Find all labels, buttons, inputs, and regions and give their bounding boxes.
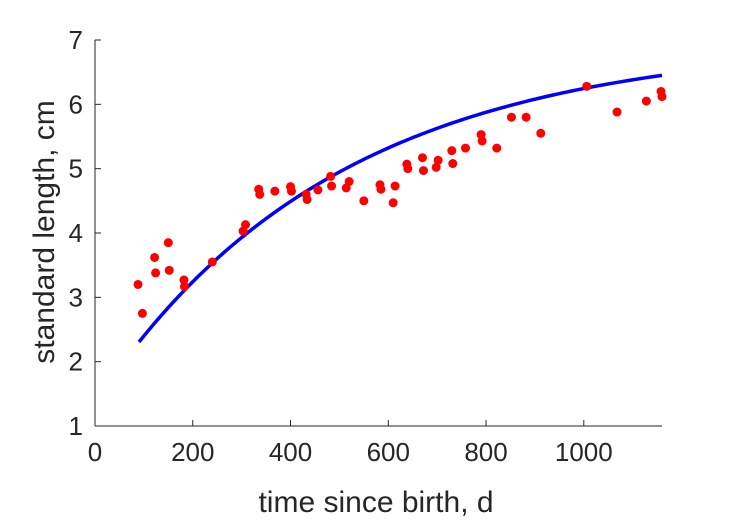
tick-labels-layer: 0 200 400 600 800 1000 1 2 3 4 5 6 7 bbox=[69, 25, 613, 467]
fit-curve-layer bbox=[137, 73, 663, 344]
x-tick-label: 200 bbox=[171, 437, 214, 467]
data-point bbox=[418, 166, 428, 176]
data-point bbox=[359, 196, 369, 206]
data-point bbox=[417, 153, 427, 163]
data-point bbox=[612, 107, 622, 117]
data-point bbox=[151, 268, 161, 278]
data-point bbox=[327, 181, 337, 191]
data-point bbox=[582, 81, 592, 91]
data-point bbox=[270, 186, 280, 196]
data-point bbox=[179, 275, 189, 285]
data-point bbox=[477, 136, 487, 146]
y-axis-title: standard length, cm bbox=[28, 100, 61, 363]
data-point bbox=[433, 155, 443, 165]
data-point bbox=[326, 171, 336, 181]
data-point bbox=[403, 164, 413, 174]
x-tick-label: 400 bbox=[269, 437, 312, 467]
data-point bbox=[179, 281, 189, 291]
data-point bbox=[313, 185, 323, 195]
data-point bbox=[447, 146, 457, 156]
data-point bbox=[521, 112, 531, 122]
data-point bbox=[641, 96, 651, 106]
y-tick-label: 5 bbox=[69, 154, 83, 184]
data-point bbox=[164, 265, 174, 275]
data-point bbox=[137, 308, 147, 318]
data-point bbox=[241, 220, 251, 230]
data-point bbox=[506, 112, 516, 122]
data-points-layer bbox=[133, 81, 667, 318]
axes bbox=[94, 39, 662, 427]
data-point bbox=[302, 195, 312, 205]
x-tick-label: 800 bbox=[464, 437, 507, 467]
fit-curve bbox=[137, 73, 663, 344]
data-point bbox=[255, 189, 265, 199]
data-point bbox=[448, 159, 458, 169]
y-tick-label: 3 bbox=[69, 282, 83, 312]
y-tick-label: 2 bbox=[69, 347, 83, 377]
x-tick-label: 1000 bbox=[555, 437, 613, 467]
data-point bbox=[431, 162, 441, 172]
data-point bbox=[286, 186, 296, 196]
y-tick-label: 4 bbox=[69, 218, 83, 248]
data-point bbox=[133, 279, 143, 289]
data-point bbox=[492, 143, 502, 153]
data-point bbox=[163, 238, 173, 248]
x-tick-label: 0 bbox=[88, 437, 102, 467]
data-point bbox=[536, 128, 546, 138]
data-point bbox=[461, 143, 471, 153]
data-point bbox=[344, 177, 354, 187]
y-tick-label: 6 bbox=[69, 89, 83, 119]
x-tick-label: 600 bbox=[367, 437, 410, 467]
data-point bbox=[388, 198, 398, 208]
y-tick-label: 7 bbox=[69, 25, 83, 55]
data-point bbox=[207, 257, 217, 267]
y-tick-label: 1 bbox=[69, 411, 83, 441]
data-point bbox=[376, 184, 386, 194]
x-axis-title: time since birth, d bbox=[258, 486, 493, 519]
data-point bbox=[150, 252, 160, 262]
data-point bbox=[657, 92, 667, 102]
data-point bbox=[390, 181, 400, 191]
